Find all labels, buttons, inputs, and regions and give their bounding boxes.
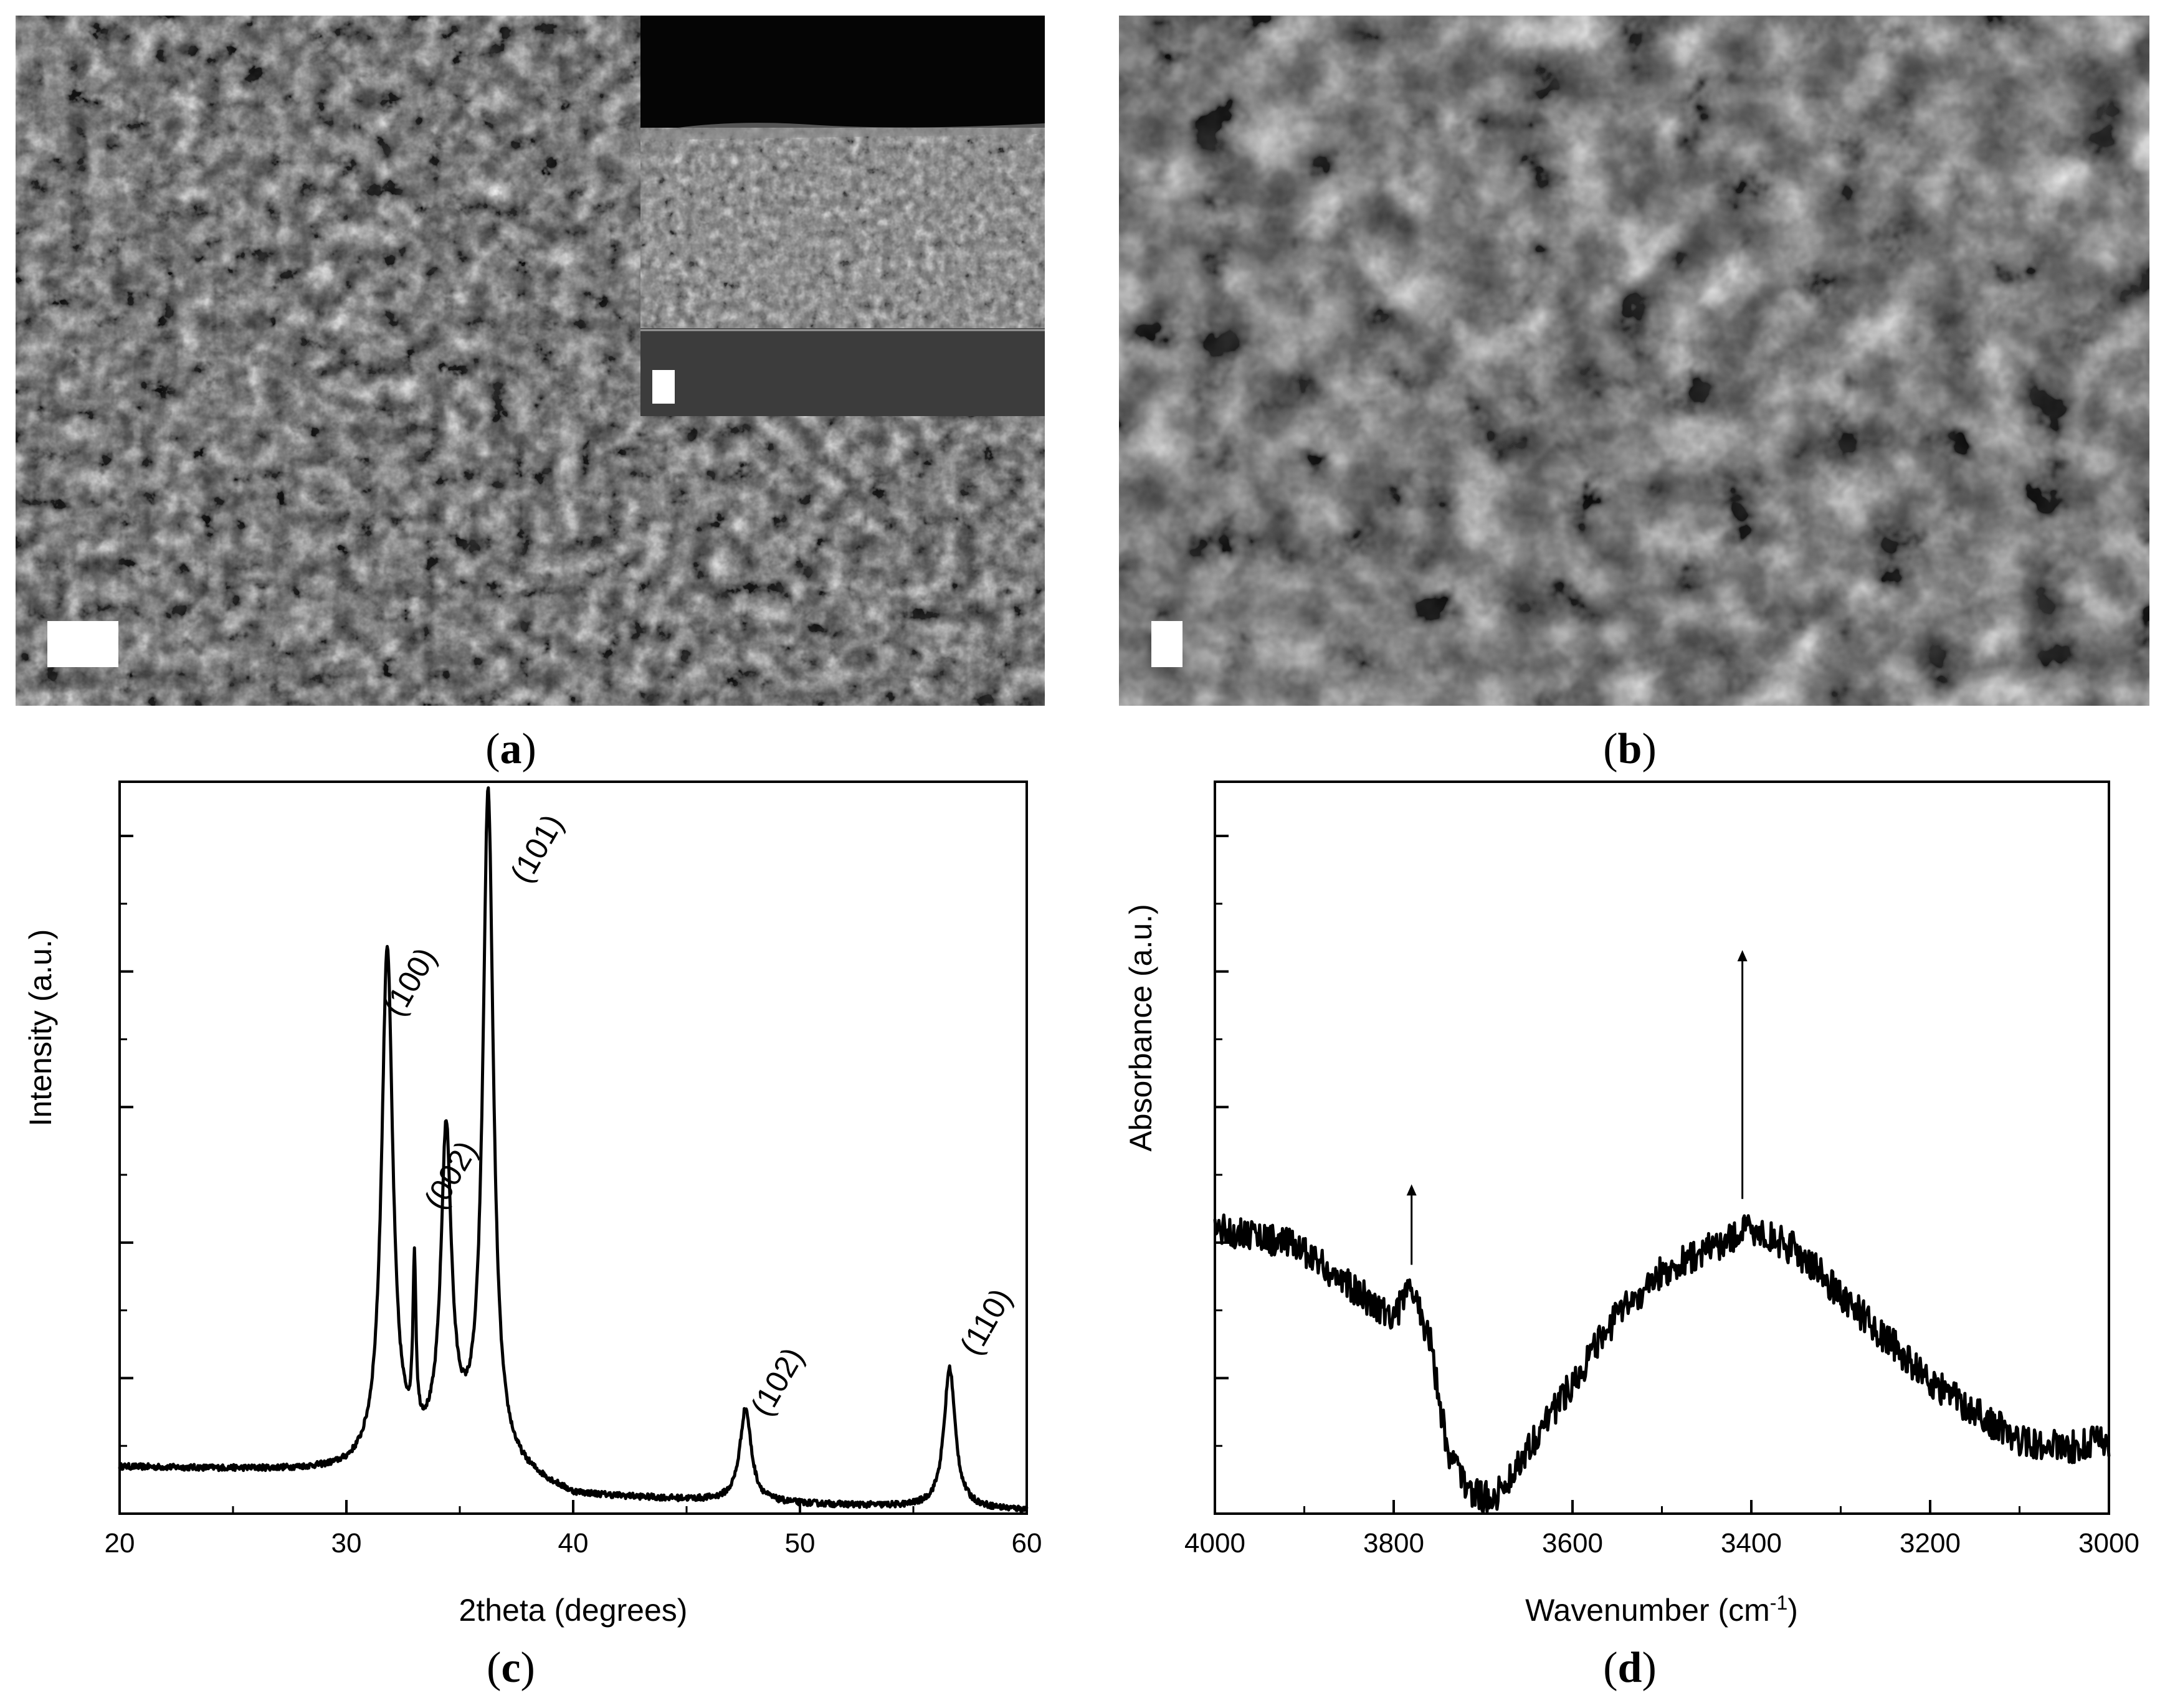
- xrd-peak-label: (101): [503, 809, 570, 889]
- ftir-plot-frame: [1214, 780, 2110, 1515]
- ftir-arrow-head: [1406, 1184, 1417, 1196]
- ftir-x-tick-label: 3000: [2078, 1528, 2139, 1559]
- xrd-x-tick-label: 40: [558, 1528, 589, 1559]
- panel-label-c: (c): [487, 1644, 535, 1692]
- xrd-x-tick-label: 50: [785, 1528, 816, 1559]
- ftir-x-tick-label: 4000: [1184, 1528, 1245, 1559]
- panel-label-a: (a): [485, 725, 536, 773]
- ftir-x-tick-label: 3600: [1542, 1528, 1603, 1559]
- xrd-axes: 20 30 40 50 60: [105, 780, 1042, 1559]
- ftir-chart: 4000 3800 3600 3400 3200 3000 Wavenumber (cm-…: [1123, 780, 2139, 1628]
- ftir-x-tick-label: 3800: [1363, 1528, 1424, 1559]
- xrd-x-axis-label: 2theta (degrees): [459, 1593, 688, 1628]
- panel-label-b: (b): [1603, 725, 1657, 773]
- ftir-series-line: [1213, 1213, 2111, 1514]
- sem-inset-a: [640, 16, 1045, 416]
- xrd-x-tick-label: 20: [105, 1528, 135, 1559]
- sem-panel-a: [16, 16, 1045, 706]
- ftir-x-axis-label: Wavenumber (cm-1): [1525, 1592, 1798, 1628]
- sem-panel-b: [1119, 16, 2149, 706]
- ftir-y-axis-label: Absorbance (a.u.): [1123, 904, 1158, 1151]
- xrd-x-tick-label: 60: [1012, 1528, 1042, 1559]
- xrd-chart: 20 30 40 50 60 (100)(002)(101)(102)(110) 2th…: [23, 780, 1042, 1628]
- ftir-arrow-head: [1737, 950, 1748, 962]
- ftir-x-tick-label: 3400: [1721, 1528, 1782, 1559]
- xrd-plot-frame: [118, 780, 1028, 1515]
- ftir-x-tick-label: 3200: [1900, 1528, 1961, 1559]
- scale-bar-inset: [652, 370, 675, 404]
- panel-label-d: (d): [1603, 1644, 1657, 1692]
- xrd-x-tick-label: 30: [331, 1528, 362, 1559]
- scale-bar-a: [47, 621, 118, 667]
- xrd-peak-label: (102): [744, 1342, 811, 1422]
- xrd-series-line: [118, 786, 1029, 1513]
- xrd-peak-label: (110): [953, 1283, 1019, 1361]
- xrd-y-axis-label: Intensity (a.u.): [23, 929, 58, 1127]
- sem-texture-b: [1119, 16, 2149, 706]
- xrd-peak-label: (002): [417, 1135, 484, 1215]
- ftir-arrows: [1406, 950, 1748, 1265]
- ftir-axes: 4000 3800 3600 3400 3200 3000: [1184, 780, 2139, 1559]
- inset-substrate: [640, 328, 1045, 416]
- scale-bar-b: [1151, 621, 1182, 667]
